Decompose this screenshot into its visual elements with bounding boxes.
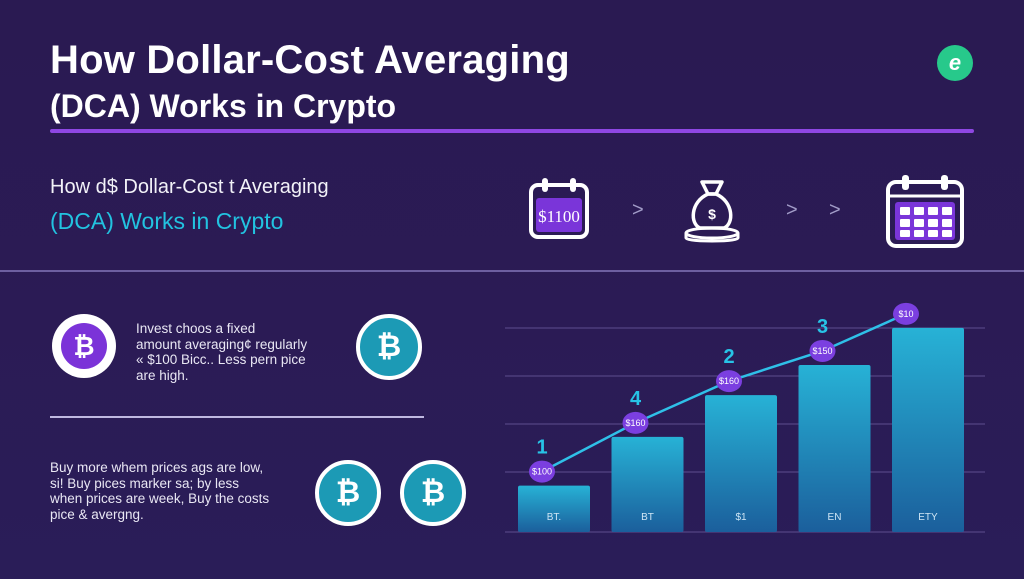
step-number: 3 — [817, 316, 828, 338]
bar-4 — [798, 364, 871, 532]
page-title-line2: (DCA) Works in Crypto — [50, 88, 397, 124]
price-tag — [529, 460, 555, 483]
price-tag-label: $150 — [812, 346, 832, 356]
bag-symbol: $ — [708, 206, 716, 222]
money-bag-icon: $ — [680, 174, 744, 244]
bar-1 — [518, 485, 590, 532]
price-tag-label: $100 — [532, 467, 552, 477]
brand-logo: e — [937, 45, 973, 81]
bitcoin-icon: ₿ — [400, 460, 466, 526]
price-tag — [622, 411, 649, 434]
bar-category-label: $1 — [735, 512, 747, 523]
bar-3 — [705, 395, 777, 532]
bar-5 — [892, 327, 964, 532]
price-tag — [716, 370, 742, 393]
bitcoin-icon: ₿ — [52, 314, 116, 378]
price-tag-label: $160 — [719, 376, 739, 386]
step-number: 4 — [630, 388, 642, 410]
price-tag — [893, 302, 919, 325]
price-tag-label: $10 — [898, 309, 913, 319]
page-title: How Dollar-Cost Averaging — [50, 38, 570, 82]
header-divider — [50, 129, 974, 133]
calendar-dollar-icon: $1100 — [527, 176, 591, 242]
bar-category-label: EN — [828, 512, 842, 523]
bar-2 — [611, 436, 684, 532]
price-tag — [809, 339, 836, 362]
arrow-icon: > — [632, 199, 644, 221]
arrow-icon: > — [786, 199, 798, 221]
buy-more-description: Buy more whem prices ags are low, si! Bu… — [50, 460, 270, 522]
subheading: How d$ Dollar-Cost t Averaging — [50, 176, 329, 198]
section-divider — [0, 270, 1024, 272]
step-number: 2 — [723, 346, 734, 368]
arrow-icon: > — [829, 199, 841, 221]
subheading-highlight: (DCA) Works in Crypto — [50, 208, 284, 234]
dca-bar-chart: BT. BT $1 EN ETY $100 1 $160 4 $160 2 $150 3 $10 — [505, 280, 985, 540]
step-number: 1 — [536, 437, 547, 459]
bar-category-label: BT. — [547, 512, 561, 523]
bitcoin-icon: ₿ — [315, 460, 381, 526]
calendar-amount: $1100 — [538, 207, 580, 226]
invest-description: Invest choos a fixed amount averaging¢ r… — [136, 321, 308, 383]
bitcoin-icon: ₿ — [356, 314, 422, 380]
bar-category-label: BT — [641, 512, 654, 523]
row-divider — [50, 416, 424, 418]
price-tag-label: $160 — [625, 418, 645, 428]
calendar-grid-icon — [884, 174, 966, 250]
bar-category-label: ETY — [918, 512, 938, 523]
